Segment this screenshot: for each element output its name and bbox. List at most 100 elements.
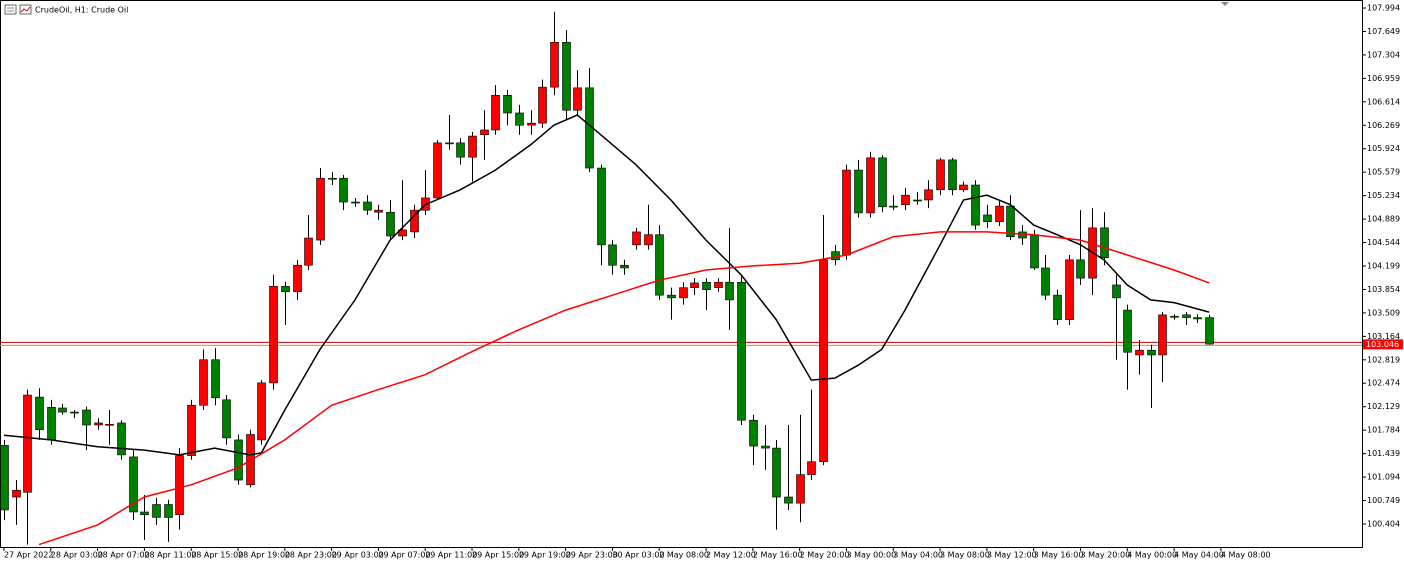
candle-body (796, 474, 805, 504)
x-tick-label: 28 Apr 19:00 (238, 551, 290, 560)
y-tick-label: 100.749 (1367, 496, 1400, 505)
candle-body (959, 184, 968, 191)
candle-body (1205, 317, 1214, 345)
x-tick-label: 4 May 00:00 (1127, 551, 1177, 560)
x-tick-label: 27 Apr 2022 (4, 551, 53, 560)
candle-body (714, 281, 723, 288)
candle-body (597, 167, 606, 246)
x-tick-label: 3 May 08:00 (940, 551, 990, 560)
x-tick-label: 29 Apr 23:00 (566, 551, 618, 560)
candle-body (924, 189, 933, 201)
candle-body (269, 286, 278, 384)
candle-body (105, 424, 114, 426)
x-tick-label: 2 May 12:00 (706, 551, 756, 560)
candle-body (70, 411, 79, 414)
x-tick-label: 3 May 20:00 (1080, 551, 1130, 560)
candle-body (94, 422, 103, 426)
candle-body (58, 407, 67, 413)
candle-body (1065, 259, 1074, 320)
candle-body (725, 281, 734, 301)
y-tick-label: 102.129 (1367, 402, 1400, 411)
candle-body (690, 282, 699, 288)
x-tick-label: 3 May 00:00 (846, 551, 896, 560)
y-tick-label: 102.819 (1367, 355, 1400, 364)
candle-body (655, 234, 664, 296)
candle-body (889, 205, 898, 208)
candle-body (550, 41, 559, 88)
candle-body (328, 177, 337, 180)
candle-body (234, 439, 243, 481)
x-tick-label: 28 Apr 23:00 (285, 551, 337, 560)
plot-frame (0, 0, 1363, 548)
candle-body (199, 359, 208, 406)
candle-body (936, 159, 945, 191)
y-tick-label: 106.269 (1367, 121, 1400, 130)
candle-body (1018, 231, 1027, 239)
candle-body (866, 157, 875, 214)
candle-body (807, 461, 816, 475)
candle-body (819, 259, 828, 462)
candle-body (1076, 259, 1085, 279)
candle-body (1006, 205, 1015, 237)
candle-body (164, 504, 173, 518)
y-tick-label: 106.614 (1367, 97, 1400, 106)
x-tick-label: 4 May 04:00 (1174, 551, 1224, 560)
candle-body (702, 281, 711, 291)
candle-body (749, 419, 758, 447)
y-tick-label: 107.304 (1367, 50, 1400, 59)
candle-body (433, 142, 442, 199)
y-tick-label: 107.649 (1367, 27, 1400, 36)
candle-body (35, 396, 44, 431)
candle-body (503, 95, 512, 114)
plot-area (0, 11, 1362, 546)
candle-body (784, 496, 793, 504)
candle-body (293, 264, 302, 293)
candle-body (339, 177, 348, 203)
candle-body (351, 201, 360, 204)
x-tick-label: 29 Apr 19:00 (519, 551, 571, 560)
candle-body (23, 394, 32, 493)
symbol-icon (4, 4, 32, 15)
y-tick-label: 103.164 (1367, 332, 1400, 341)
candle-body (445, 142, 454, 145)
x-tick-label: 29 Apr 15:00 (472, 551, 524, 560)
candle-body (374, 209, 383, 213)
y-tick-label: 103.509 (1367, 308, 1400, 317)
candle-body (1041, 267, 1050, 296)
candle-body (117, 422, 126, 456)
candle-body (761, 445, 770, 449)
candle-body (152, 504, 161, 518)
candle-body (304, 237, 313, 266)
candle-body (257, 382, 266, 441)
candle-body (1182, 314, 1191, 318)
candle-body (0, 445, 9, 511)
y-tick-label: 102.474 (1367, 379, 1400, 388)
x-tick-label: 29 Apr 03:00 (332, 551, 384, 560)
candle-body (187, 404, 196, 456)
x-tick-label: 3 May 16:00 (1034, 551, 1084, 560)
candle-body (175, 455, 184, 516)
candle-body (527, 122, 536, 126)
candle-body (398, 229, 407, 237)
candle-body (901, 194, 910, 206)
candle-body (854, 169, 863, 214)
x-tick-label: 2 May 08:00 (659, 551, 709, 560)
candle-body (971, 184, 980, 226)
candle-body (316, 177, 325, 241)
x-tick-label: 3 May 04:00 (893, 551, 943, 560)
candle-body (608, 244, 617, 266)
y-tick-label: 105.234 (1367, 191, 1400, 200)
x-tick-label: 28 Apr 11:00 (144, 551, 196, 560)
candle-body (1112, 284, 1121, 299)
candle-body (679, 287, 688, 299)
x-tick-label: 30 Apr 03:00 (612, 551, 664, 560)
candle-body (538, 86, 547, 124)
y-tick-label: 100.404 (1367, 519, 1400, 528)
candle-body (211, 359, 220, 399)
y-tick-label: 107.994 (1367, 4, 1400, 13)
candle-body (878, 157, 887, 208)
y-tick-label: 104.544 (1367, 238, 1400, 247)
candle-body (737, 281, 746, 421)
